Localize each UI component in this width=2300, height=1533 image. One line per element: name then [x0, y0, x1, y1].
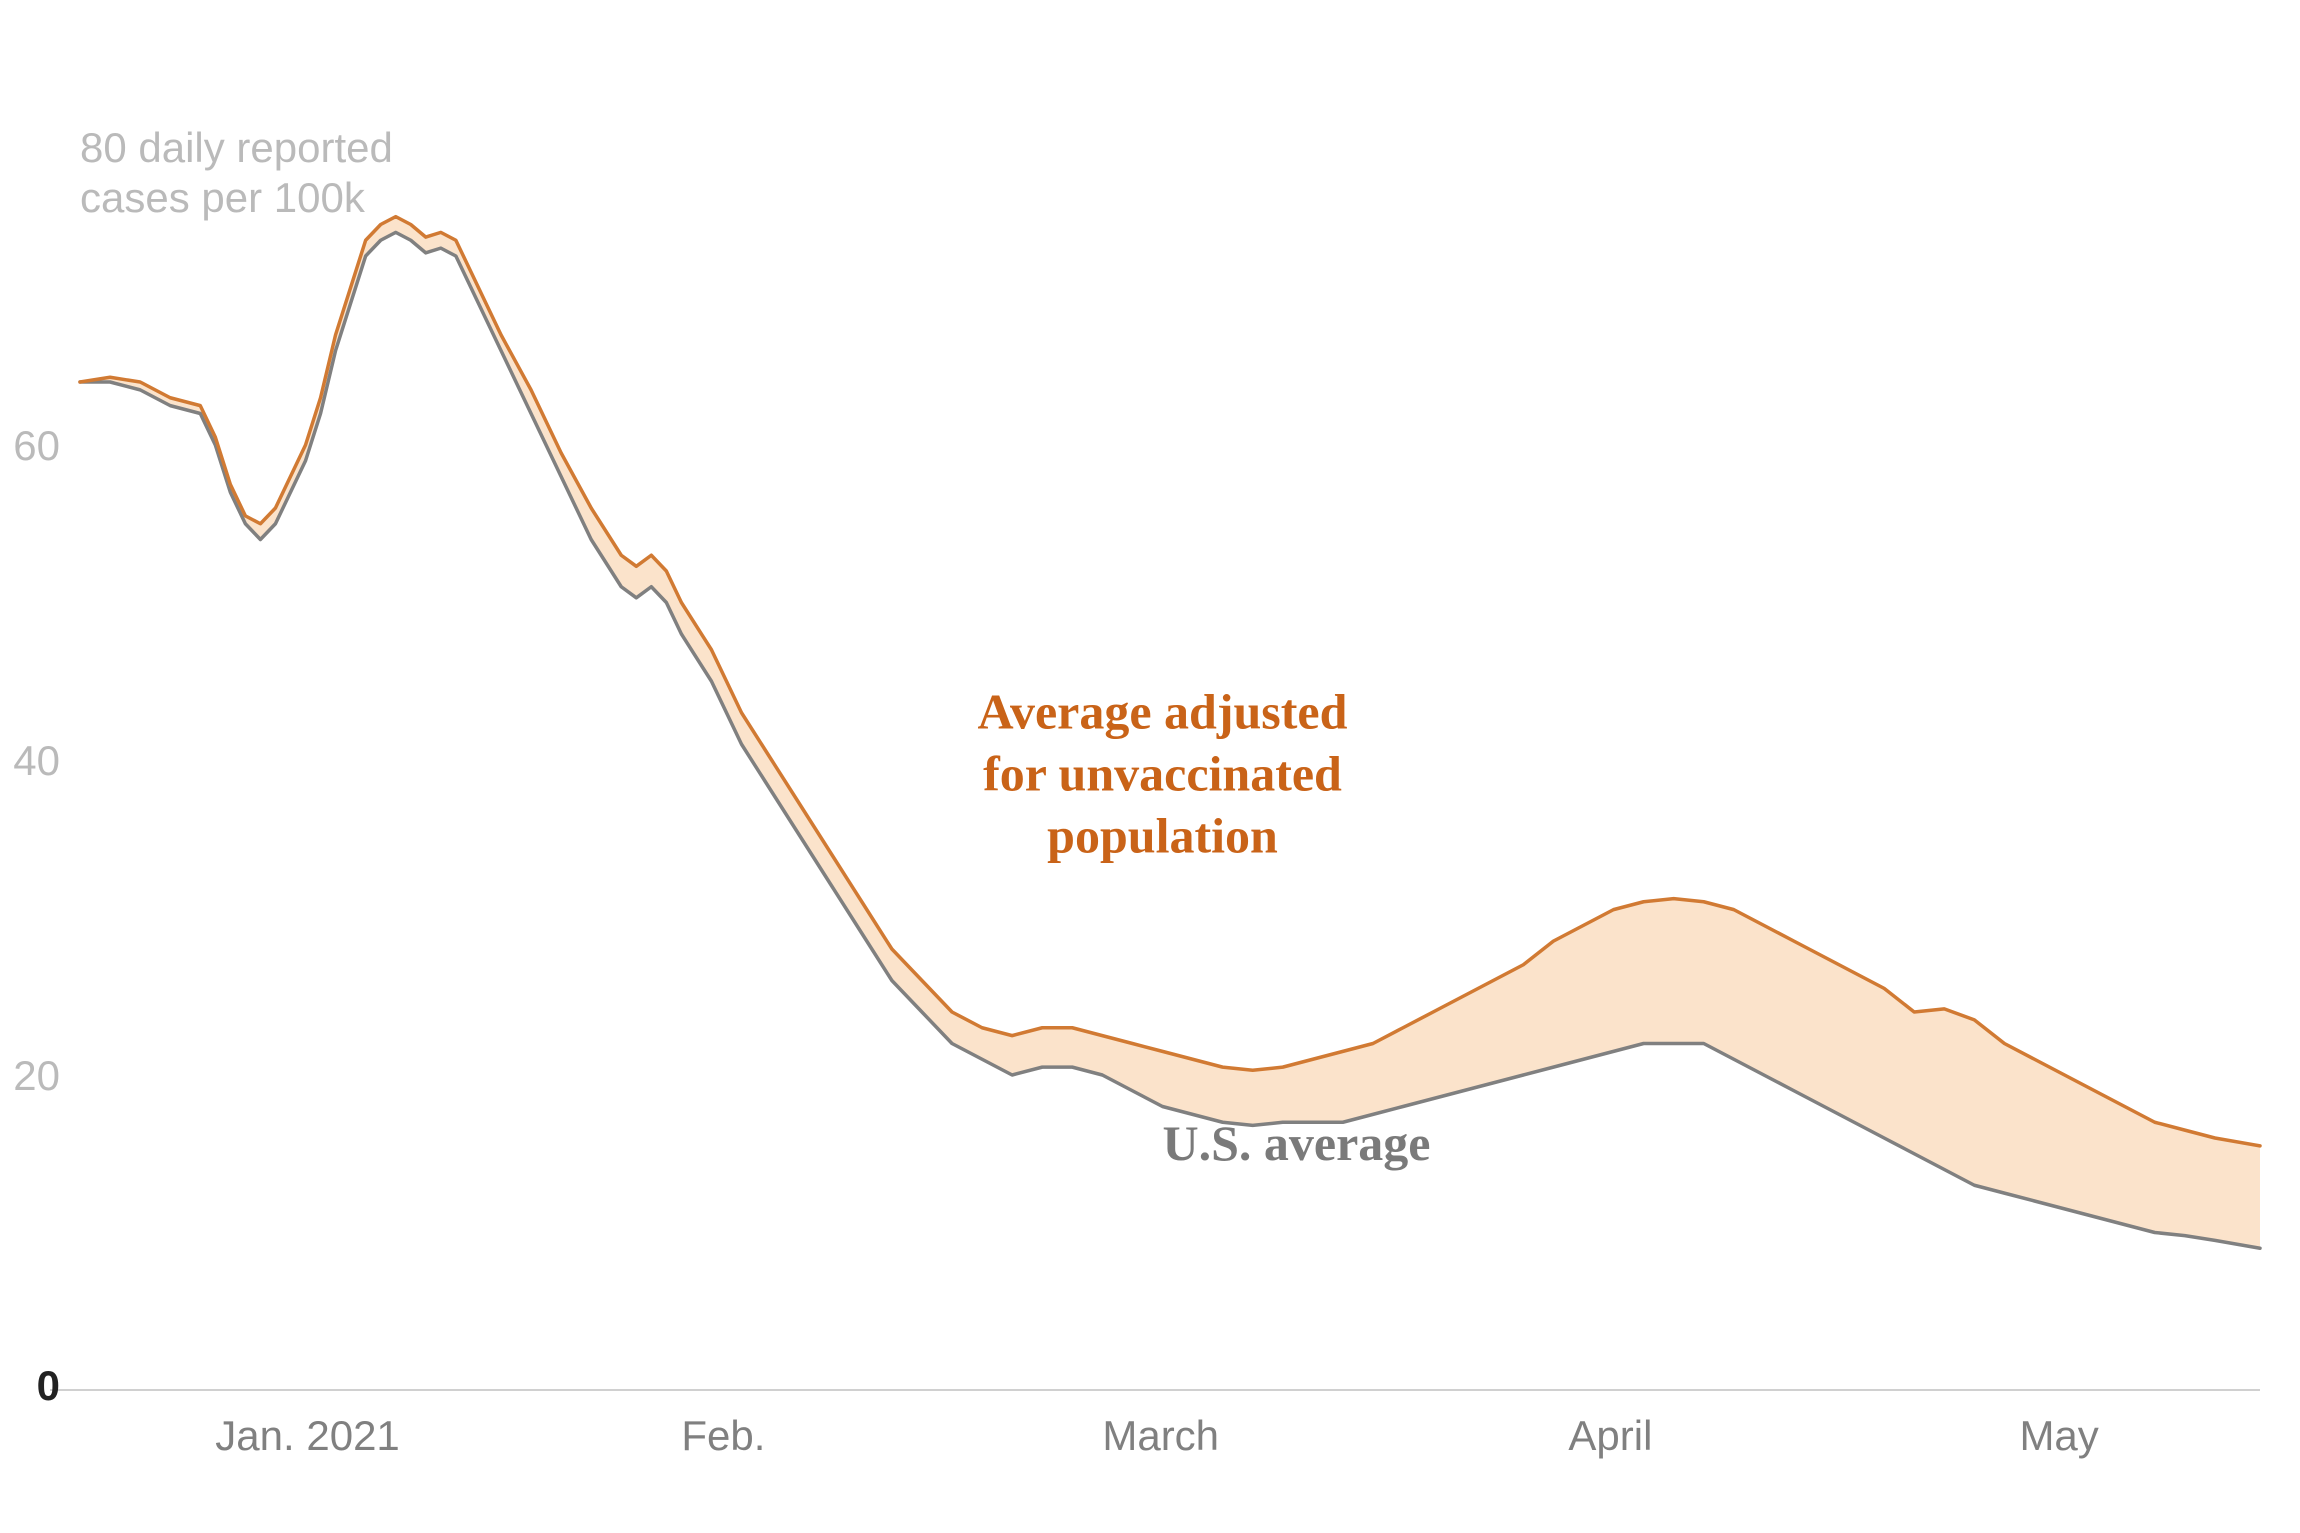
- series-label-adjusted-line-1: for unvaccinated: [983, 746, 1342, 802]
- y-tick-40: 40: [13, 737, 60, 784]
- cases-line-chart: 80 daily reportedcases per 100k 0 20 40 60 Ja…: [0, 0, 2300, 1533]
- series-label-adjusted-line-2: population: [1047, 808, 1278, 864]
- y-tick-60: 60: [13, 422, 60, 469]
- y-axis-title-line-0: 80 daily reported: [80, 124, 393, 171]
- x-tick-label: Jan. 2021: [215, 1412, 400, 1459]
- series-label-adjusted-line-0: Average adjusted: [978, 684, 1348, 740]
- series-label-us-average: U.S. average: [1162, 1115, 1430, 1171]
- x-tick-label: May: [2019, 1412, 2098, 1459]
- series-line-adjusted: [80, 217, 2260, 1146]
- chart-svg: 80 daily reportedcases per 100k 0 20 40 60 Ja…: [0, 0, 2300, 1533]
- x-tick-label: March: [1102, 1412, 1219, 1459]
- y-tick-0: 0: [37, 1362, 60, 1409]
- y-axis-title-line-1: cases per 100k: [80, 174, 366, 221]
- y-tick-20: 20: [13, 1052, 60, 1099]
- x-tick-label: Feb.: [681, 1412, 765, 1459]
- x-tick-label: April: [1568, 1412, 1652, 1459]
